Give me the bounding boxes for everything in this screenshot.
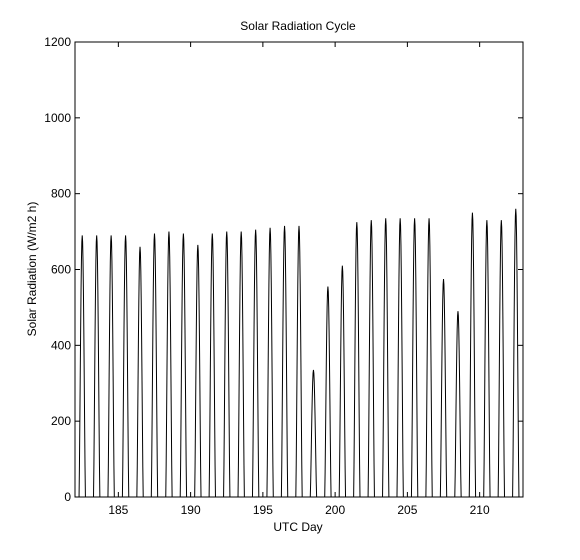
x-tick-label-185: 185: [108, 503, 128, 517]
chart-title: Solar Radiation Cycle: [240, 19, 356, 33]
plot-area: 185 190 195 200 205 210 0 200 400 600 800 1000 1200: [44, 35, 524, 517]
x-tick-label-205: 205: [397, 503, 417, 517]
y-tick-label-400: 400: [51, 338, 71, 352]
y-axis-label: Solar Radiation (W/m2 h): [25, 202, 39, 337]
y-tick-label-200: 200: [51, 414, 71, 428]
y-tick-label-1200: 1200: [44, 35, 71, 49]
y-tick-label-800: 800: [51, 187, 71, 201]
tick-labels: 185 190 195 200 205 210 0 200 400 600 800 1000 1200: [44, 35, 490, 517]
y-tick-label-1000: 1000: [44, 111, 71, 125]
solar-radiation-line: [75, 208, 523, 498]
x-tick-label-195: 195: [253, 503, 273, 517]
x-axis-label: UTC Day: [273, 520, 322, 534]
x-tick-label-210: 210: [470, 503, 490, 517]
x-tick-label-200: 200: [325, 503, 345, 517]
y-tick-label-600: 600: [51, 263, 71, 277]
y-tick-label-0: 0: [64, 490, 71, 504]
x-tick-label-190: 190: [181, 503, 201, 517]
